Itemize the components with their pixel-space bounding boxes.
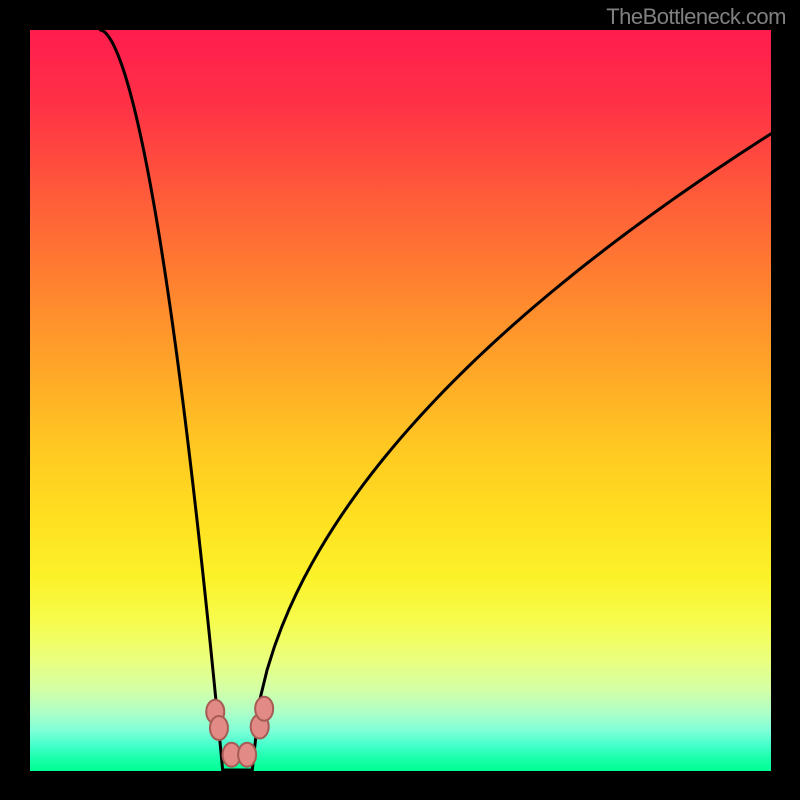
watermark-text: TheBottleneck.com xyxy=(606,4,786,30)
chart-plot-area xyxy=(30,30,771,771)
data-marker xyxy=(238,743,256,767)
data-marker xyxy=(255,697,273,721)
chart-svg xyxy=(30,30,771,771)
data-marker xyxy=(210,716,228,740)
